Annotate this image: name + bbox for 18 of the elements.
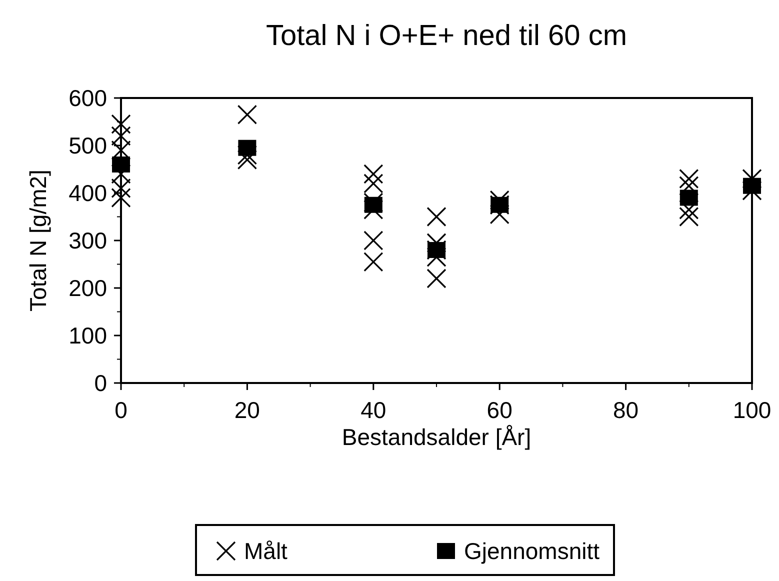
y-axis-title: Total N [g/m2] bbox=[25, 170, 51, 312]
y-tick-label: 600 bbox=[68, 85, 107, 112]
y-tick-label: 400 bbox=[68, 180, 107, 206]
x-tick-label: 0 bbox=[114, 397, 128, 423]
legend-label: Gjennomsnitt bbox=[464, 538, 600, 564]
y-tick-label: 0 bbox=[94, 370, 107, 396]
x-tick-label: 60 bbox=[486, 397, 512, 423]
x-tick-label: 20 bbox=[234, 397, 260, 423]
x-axis-title: Bestandsalder [År] bbox=[342, 424, 532, 450]
y-tick-label: 200 bbox=[68, 275, 107, 302]
y-tick-label: 100 bbox=[68, 322, 107, 349]
chart-title: Total N i O+E+ ned til 60 cm bbox=[266, 20, 628, 52]
y-tick-label: 300 bbox=[68, 228, 107, 254]
x-tick-label: 40 bbox=[360, 397, 386, 423]
x-tick-label: 100 bbox=[732, 397, 772, 423]
y-tick-label: 500 bbox=[68, 132, 107, 159]
x-tick-label: 80 bbox=[613, 397, 639, 423]
legend-label: Målt bbox=[244, 538, 288, 564]
